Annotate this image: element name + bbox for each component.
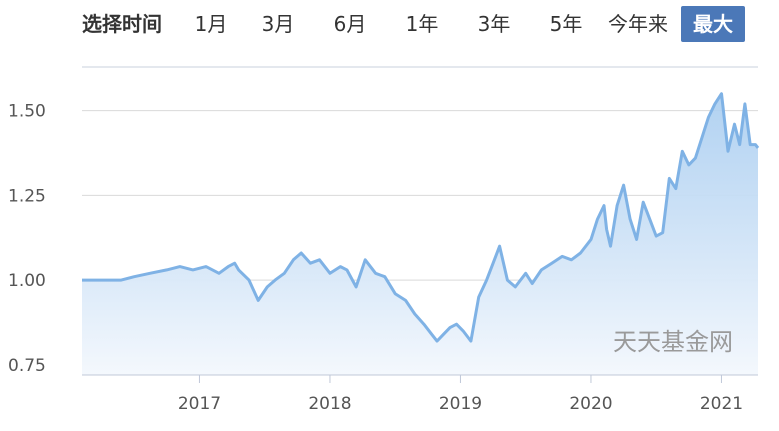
range-option-1y[interactable]: 1年 [405, 12, 439, 36]
time-range-label: 选择时间 [82, 12, 162, 36]
range-option-3m[interactable]: 3月 [261, 12, 295, 36]
y-tick-label: 0.75 [8, 356, 46, 376]
range-option-3y[interactable]: 3年 [477, 12, 511, 36]
range-option-ytd[interactable]: 今年来 [608, 12, 668, 36]
range-option-max[interactable]: 最大 [681, 6, 745, 42]
y-tick-label: 1.00 [8, 271, 46, 291]
range-option-1m[interactable]: 1月 [194, 12, 228, 36]
y-tick-label: 1.50 [8, 102, 46, 122]
series-area [82, 93, 758, 375]
x-tick-label: 2017 [178, 394, 221, 414]
x-tick-label: 2018 [308, 394, 351, 414]
x-axis: 2017 2018 2019 2020 2021 [178, 375, 743, 414]
y-tick-label: 1.25 [8, 186, 46, 206]
range-option-5y[interactable]: 5年 [549, 12, 583, 36]
time-range-selector: 选择时间 1月 3月 6月 1年 3年 5年 今年来 最大 [0, 0, 779, 48]
y-axis: 0.75 1.00 1.25 1.50 [8, 102, 46, 376]
range-option-6m[interactable]: 6月 [333, 12, 367, 36]
x-tick-label: 2019 [439, 394, 482, 414]
watermark-text: 天天基金网 [613, 328, 733, 356]
series-line [82, 92, 760, 343]
x-tick-label: 2020 [569, 394, 612, 414]
x-tick-label: 2021 [700, 394, 743, 414]
